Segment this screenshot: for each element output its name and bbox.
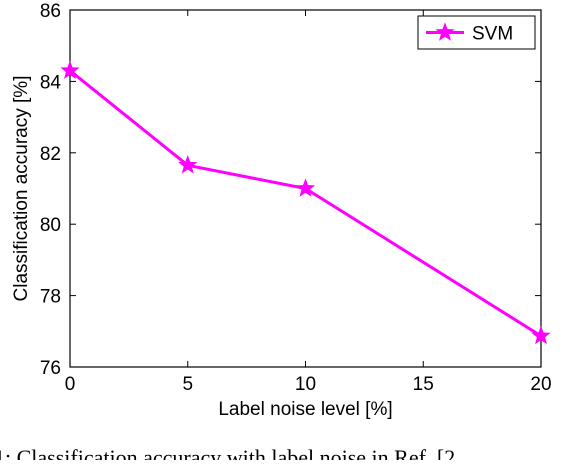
y-tick-label: 82 [40,144,61,165]
series-line-svm [69,69,542,338]
data-point-svm-0 [60,60,80,79]
y-tick-label: 76 [40,358,61,379]
y-axis-title: Classification accuracy [%] [11,76,32,302]
legend-label: SVM [472,24,513,45]
data-point-svm-1 [178,155,198,174]
x-tick-label: 10 [295,374,316,395]
data-point-svm-3 [531,325,551,345]
legend: SVM [417,15,536,50]
figure-caption: 1: Classification accuracy with label no… [0,445,455,460]
x-tick-label: 5 [182,374,193,395]
x-axis-title: Label noise level [%] [218,399,392,420]
data-point-svm-2 [295,178,316,197]
y-tick-label: 84 [40,72,62,93]
x-tick-label: 20 [530,374,551,395]
x-tick-label: 15 [413,374,434,395]
y-tick-label: 78 [40,287,61,308]
y-tick-label: 86 [40,1,61,22]
series [60,60,551,345]
y-tick-label: 80 [40,215,61,236]
legend-marker [435,22,455,41]
ticks: 0 5 10 15 20 76 78 80 82 84 86 [40,1,552,395]
x-tick-label: 0 [65,374,76,395]
